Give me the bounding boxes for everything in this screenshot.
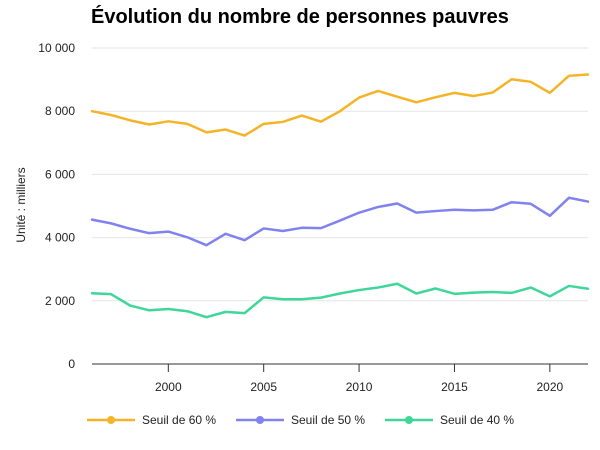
y-tick-label: 6 000 (45, 167, 75, 181)
legend-item[interactable]: Seuil de 50 % (236, 413, 365, 427)
series-line-2 (90, 196, 590, 247)
x-axis: 2000 2005 2010 2015 2020 (92, 363, 588, 394)
y-tick-label: 0 (68, 357, 75, 371)
legend-label: Seuil de 60 % (142, 413, 216, 427)
legend-label: Seuil de 40 % (440, 413, 514, 427)
y-tick-label: 10 000 (38, 41, 75, 55)
legend-marker (405, 416, 413, 424)
y-axis-ticks: 0 2 000 4 000 6 000 8 000 10 000 (38, 41, 75, 371)
series-line-3 (90, 282, 590, 319)
x-tick-label: 2010 (346, 380, 373, 394)
chart-title: Évolution du nombre de personnes pauvres (91, 6, 509, 28)
legend-marker (256, 416, 264, 424)
legend[interactable]: Seuil de 60 % Seuil de 50 % Seuil de 40 % (87, 413, 514, 427)
y-tick-label: 4 000 (45, 231, 75, 245)
legend-label: Seuil de 50 % (291, 413, 365, 427)
x-tick-label: 2020 (536, 380, 563, 394)
series-lines (90, 73, 590, 319)
legend-item[interactable]: Seuil de 60 % (87, 413, 216, 427)
gridlines (92, 47, 588, 365)
y-tick-label: 8 000 (45, 104, 75, 118)
series-line-1 (90, 73, 590, 137)
x-tick-label: 2000 (155, 380, 182, 394)
legend-item[interactable]: Seuil de 40 % (385, 413, 514, 427)
x-tick-label: 2005 (250, 380, 277, 394)
legend-marker (107, 416, 115, 424)
y-axis-title: Unité : milliers (14, 167, 28, 242)
x-tick-label: 2015 (441, 380, 468, 394)
y-tick-label: 2 000 (45, 294, 75, 308)
